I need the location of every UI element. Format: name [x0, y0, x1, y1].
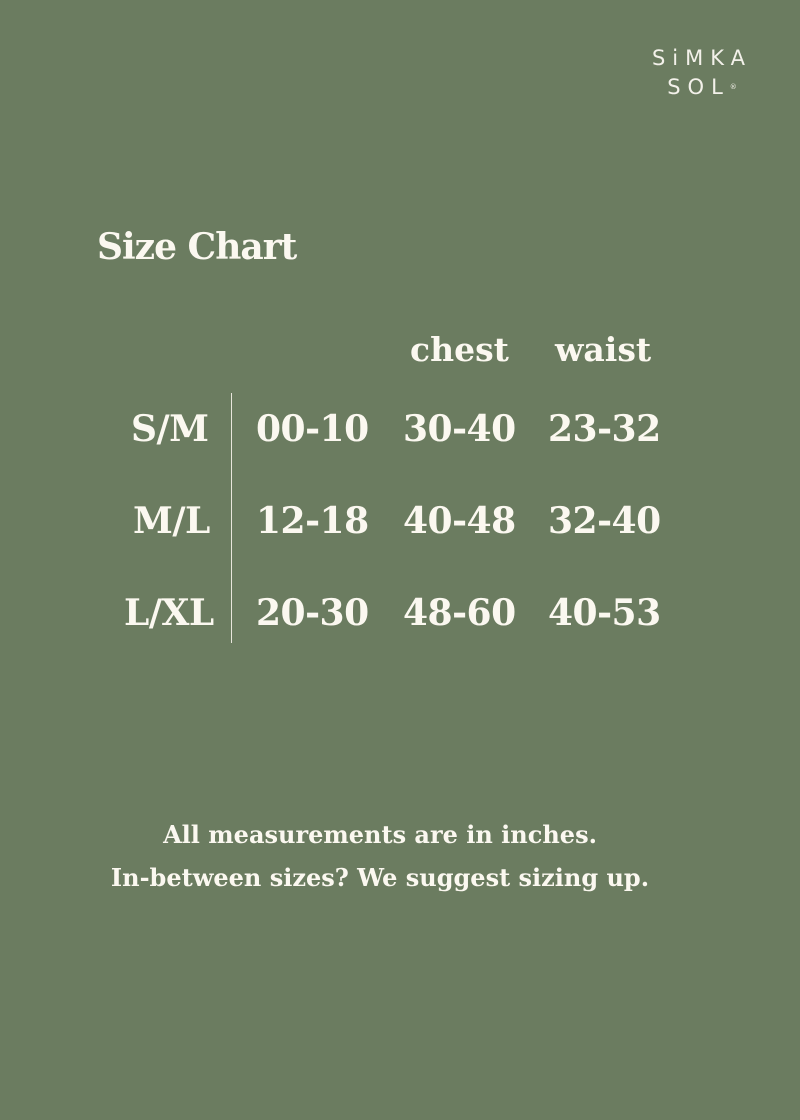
chest-range: 48-60 — [403, 592, 516, 634]
chest-range: 30-40 — [403, 408, 516, 450]
row-label: L/XL — [124, 592, 214, 634]
brand-logo: SiMKA SOL® — [640, 44, 764, 102]
column-divider — [231, 393, 232, 643]
waist-range: 23-32 — [548, 408, 661, 450]
column-header-waist: waist — [555, 330, 652, 369]
row-label: M/L — [133, 500, 210, 542]
waist-range: 40-53 — [548, 592, 661, 634]
size-range: 12-18 — [256, 500, 369, 542]
page-title: Size Chart — [97, 226, 297, 268]
logo-line-2: SOL — [667, 75, 730, 99]
logo-line-1: SiMKA — [651, 46, 753, 70]
chest-range: 40-48 — [403, 500, 516, 542]
size-range: 00-10 — [256, 408, 369, 450]
note-sizing: In-between sizes? We suggest sizing up. — [110, 863, 650, 892]
registered-mark: ® — [729, 83, 737, 91]
row-label: S/M — [131, 408, 209, 450]
note-units: All measurements are in inches. — [163, 820, 597, 849]
size-range: 20-30 — [256, 592, 369, 634]
waist-range: 32-40 — [548, 500, 661, 542]
column-header-chest: chest — [410, 330, 509, 369]
